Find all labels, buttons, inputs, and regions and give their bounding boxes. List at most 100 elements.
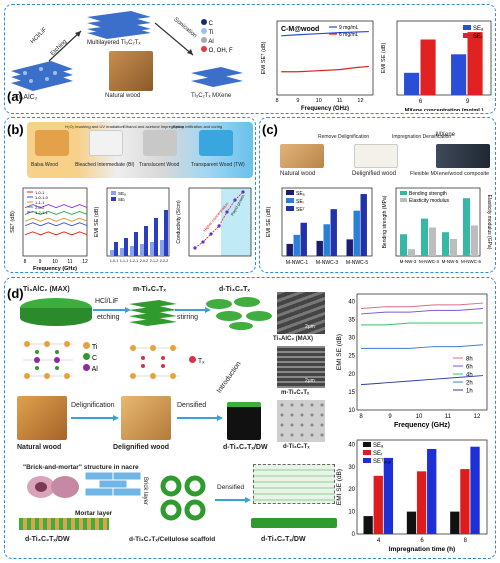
legend-swatch	[363, 458, 371, 463]
legend-label: SEᵣ	[296, 199, 305, 205]
panel-c-label: (c)	[262, 122, 278, 137]
legend-al: Al	[208, 39, 214, 45]
legend-label: 8h	[466, 357, 473, 363]
y-tick-label: 30	[348, 336, 355, 342]
chart-d1-emi-frequency: 8h 6h 4h 2h 1h 10 15 20 25 30 35 40 8 9 10 11 12 Frequenc…	[336, 293, 488, 429]
legend-c: C	[208, 21, 214, 27]
x-tick-label: M-NWC-5	[461, 259, 481, 264]
sem-max-label: Ti₃AlC₂ (MAX)	[273, 336, 313, 342]
d-legend-tx: Tₓ	[189, 356, 204, 365]
series-line	[24, 231, 88, 236]
cellulose-scaffold	[160, 475, 206, 521]
legend-label: SEₐ	[473, 26, 484, 32]
d-delig-step: Delignification	[71, 402, 115, 409]
bar	[154, 218, 158, 256]
d-scaffold: d-Ti₃C₂Tₓ/Cellulose scaffold	[129, 536, 216, 543]
x-tick-label: 11	[337, 98, 343, 104]
series-line	[281, 65, 369, 73]
y-axis-label: EMI SE (dB)	[336, 334, 343, 370]
d-delig-label: Delignified wood	[113, 444, 169, 451]
chart-b3-conductivity: Higher concentration Rapid growthConducti…	[176, 187, 252, 257]
multilayer-label: Multilayered Ti₃C₂Tₓ	[87, 40, 141, 46]
y-axis-label: EMI SE (dB)	[336, 469, 343, 505]
bar	[463, 198, 470, 256]
brick-mortar	[85, 472, 141, 497]
legend-swatch	[286, 206, 294, 211]
x-tick-label: 6	[420, 538, 424, 544]
legend-label: 1-1-1	[35, 200, 45, 205]
y-axis-label: EMI SE (dB)	[266, 207, 272, 238]
mxene-label: Ti₃C₂Tₓ MXene	[191, 93, 232, 99]
y-tick-label: 15	[348, 390, 355, 396]
d-legend-c: C	[91, 355, 98, 362]
bar	[164, 210, 168, 256]
max-crystal-illustration	[11, 61, 73, 91]
bar	[421, 218, 428, 256]
bar	[300, 222, 307, 256]
x-tick-label: 9	[296, 98, 299, 104]
panel-a-label: (a)	[7, 89, 23, 104]
c-stage-natural: Natural wood	[280, 171, 316, 177]
bar	[383, 457, 394, 534]
legend-label: Elasticity modulus	[409, 198, 450, 204]
data-point	[193, 246, 197, 250]
x-tick-label: 10	[316, 98, 322, 104]
legend-swatch	[400, 191, 407, 195]
c-delig-step: Remove Delignification	[318, 134, 370, 140]
panel-b: (b) Balsa Wood Bleached Intermediate (BI…	[4, 117, 256, 273]
x-tick-label: 2-2-2	[160, 259, 168, 263]
bar	[450, 239, 457, 256]
sem-d-label: d-Ti₃C₂Tₓ	[283, 444, 310, 450]
legend-label: SEₐ	[118, 191, 126, 196]
legend-swatch	[111, 197, 116, 201]
legend-swatch	[363, 442, 371, 447]
bar	[134, 232, 138, 256]
x-tick-label: 8	[359, 414, 363, 420]
d-dw-bar-right	[251, 518, 337, 528]
d-nacre-title: "Brick-and-mortar" structure in nacre	[23, 464, 139, 471]
translucent-block	[143, 130, 177, 156]
x-tick-label: 9	[388, 414, 392, 420]
x-axis-label: Frequency (GHz)	[33, 266, 77, 272]
step-ethanol: Ethanol and acetone impregnation	[123, 124, 184, 129]
bar	[406, 511, 417, 534]
bar	[360, 194, 367, 256]
bar	[120, 248, 124, 256]
plot-frame	[395, 187, 481, 257]
sem-m-label: m-Ti₃C₂Tₓ	[281, 390, 310, 396]
panel-d-label: (d)	[7, 286, 24, 301]
sem-d-mxene	[277, 400, 325, 442]
bar	[400, 234, 407, 256]
panel-c: (c) Remove Delignification Impregnation …	[259, 117, 496, 273]
sonication-arrow	[154, 22, 194, 56]
plot-frame	[356, 293, 488, 411]
d-dw-label2: d-Ti₃C₂Tₓ/DW	[25, 536, 70, 543]
y-axis-label: EMI SEᵀ (dB)	[260, 41, 267, 74]
x-tick-label: M-NWC-5	[346, 260, 368, 266]
multilayer-mxene-illustration	[87, 11, 151, 39]
data-point	[201, 240, 205, 244]
d-etching: etching	[97, 314, 120, 321]
legend-label: 2h	[466, 381, 473, 387]
x-tick-label: 1-2-1	[130, 259, 138, 263]
hcl-label: HCl/LiF	[29, 26, 49, 46]
x-tick-label: 1-1-1	[120, 259, 128, 263]
y-tick-label: 30	[348, 465, 355, 471]
d-delig-wood-block	[121, 396, 171, 440]
legend-label: 4h	[466, 373, 473, 379]
mxene-flakes-illustration	[191, 67, 243, 87]
bar	[110, 250, 114, 256]
max-label: Ti₃AlC₂	[15, 94, 38, 101]
stage-bleached: Bleached Intermediate (BI)	[75, 162, 135, 168]
legend-label: Bending strength	[409, 191, 447, 197]
d-mxene-flakes	[206, 297, 272, 330]
sem-max	[277, 292, 325, 334]
series-line	[24, 210, 88, 215]
d-brick: Brick layer	[142, 476, 149, 506]
stage-translucent: Translucent Wood	[139, 162, 180, 168]
panel-a: (a) Ti₃AlC₂ HCl/LiF Etching Multilayered…	[4, 4, 496, 114]
y-tick-label: 20	[348, 487, 355, 493]
x-tick-label: M-NW-3	[400, 259, 417, 264]
chart-title: C-M@wood	[281, 26, 319, 33]
